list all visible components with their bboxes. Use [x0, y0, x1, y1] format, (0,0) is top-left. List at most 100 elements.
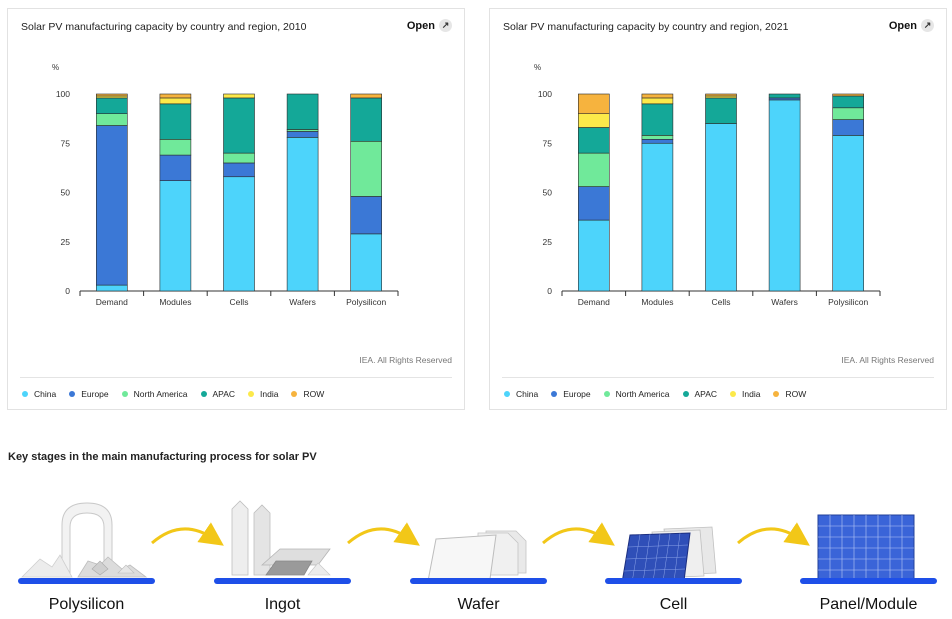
open-button[interactable]: Open ↗: [407, 19, 452, 32]
y-axis-label: %: [534, 63, 541, 72]
legend-item-apac[interactable]: APAC: [200, 389, 236, 399]
legend-swatch: [682, 391, 689, 397]
bar-segment-north-america: [832, 107, 865, 120]
legend-item-north-america[interactable]: North America: [603, 389, 670, 399]
x-tick-label: Demand: [96, 297, 128, 307]
base-bar: [214, 578, 351, 584]
bar-segment-india: [641, 97, 674, 105]
expand-icon: ↗: [921, 19, 934, 32]
legend-swatch: [121, 391, 128, 397]
expand-icon: ↗: [439, 19, 452, 32]
open-label: Open: [888, 19, 917, 32]
open-button[interactable]: Open ↗: [889, 19, 934, 32]
legend-swatch: [291, 391, 298, 397]
bar-segment-north-america: [159, 139, 192, 156]
y-tick-label: 0: [65, 286, 70, 296]
bar-segment-india: [578, 113, 610, 128]
legend-item-north-america[interactable]: North America: [121, 389, 188, 399]
bar-segment-china: [578, 219, 610, 292]
legend-label: North America: [615, 389, 670, 399]
legend-item-india[interactable]: India: [248, 389, 278, 399]
section-title: Key stages in the main manufacturing pro…: [8, 451, 317, 463]
legend: China Europe North America APAC India RO…: [504, 389, 819, 399]
bar-segment-row: [350, 93, 383, 99]
panel-illustration: [800, 514, 937, 584]
y-tick-label: 100: [56, 89, 70, 99]
bar-segment-north-america: [578, 152, 610, 187]
y-tick-label: 0: [547, 286, 552, 296]
x-tick-label: Polysilicon: [828, 297, 868, 307]
legend-item-china[interactable]: China: [504, 389, 538, 399]
process-illustration: [18, 500, 937, 584]
legend-item-row[interactable]: ROW: [291, 389, 324, 399]
legend-label: India: [260, 389, 279, 399]
legend-item-row[interactable]: ROW: [773, 389, 806, 399]
legend-label: ROW: [303, 389, 325, 399]
x-tick-label: Wafers: [289, 297, 316, 307]
chart-title: Solar PV manufacturing capacity by count…: [21, 21, 307, 33]
bar-segment-europe: [159, 154, 192, 181]
bar-segment-row: [641, 93, 674, 99]
base-bar: [18, 578, 155, 584]
legend-item-apac[interactable]: APAC: [682, 389, 718, 399]
legend-item-europe[interactable]: Europe: [69, 389, 109, 399]
bar-segment-china: [159, 180, 192, 292]
bar-segment-row: [96, 93, 128, 97]
bar-segment-india: [223, 93, 255, 99]
bar-segment-china: [96, 284, 128, 292]
y-tick-label: 50: [543, 188, 553, 198]
arrow-icon: [347, 522, 420, 546]
legend-swatch: [504, 391, 510, 397]
legend-item-india[interactable]: India: [730, 389, 760, 399]
bar-segment-apac: [832, 95, 865, 109]
legend: China Europe North America APAC India RO…: [22, 389, 337, 399]
y-tick-label: 100: [538, 89, 552, 99]
bar-segment-north-america: [350, 140, 383, 197]
legend-label: Europe: [81, 389, 109, 399]
x-tick-label: Modules: [159, 297, 191, 307]
process-diagram: Polysilicon Ingot Wafer Cell Panel/Modul…: [0, 495, 952, 619]
base-bar: [605, 578, 742, 584]
bar-segment-europe: [286, 131, 319, 138]
bar-segment-china: [350, 233, 383, 292]
bar-segment-apac: [223, 97, 255, 154]
bar-segment-europe: [96, 125, 128, 286]
bar-segment-apac: [578, 127, 610, 154]
legend-swatch: [200, 391, 207, 397]
legend-item-europe[interactable]: Europe: [551, 389, 591, 399]
bar-segment-europe: [578, 186, 610, 221]
y-tick-label: 50: [61, 188, 71, 198]
chart-card-2010: Solar PV manufacturing capacity by count…: [7, 8, 465, 410]
bar-segment-row: [578, 93, 610, 115]
legend-swatch: [22, 391, 28, 397]
legend-swatch: [730, 391, 737, 397]
legend-label: China: [34, 389, 57, 399]
legend-swatch: [69, 391, 76, 397]
credit-text: IEA. All Rights Reserved: [359, 355, 452, 365]
arrow-icon: [151, 522, 224, 546]
bar-segment-apac: [705, 97, 737, 124]
ingot-illustration: [214, 500, 351, 584]
bar-segment-north-america: [641, 135, 674, 140]
stacked-bar-chart: % 0 25 50 75 100 Demand Modules Cells Wafers Polys…: [52, 63, 399, 307]
y-tick-label: 75: [61, 138, 71, 148]
bar-segment-china: [223, 176, 255, 292]
base-bar: [800, 578, 937, 584]
legend-swatch: [603, 391, 610, 397]
bar-segment-europe: [641, 139, 674, 144]
arrow-icon: [542, 522, 615, 546]
open-label: Open: [406, 19, 435, 32]
legend-label: China: [516, 389, 539, 399]
x-tick-label: Cells: [712, 297, 731, 307]
chart-card-2021: Solar PV manufacturing capacity by count…: [489, 8, 947, 410]
legend-label: ROW: [785, 389, 807, 399]
bar-segment-china: [705, 123, 737, 292]
divider: [20, 377, 452, 378]
legend-label: APAC: [694, 389, 718, 399]
legend-item-china[interactable]: China: [22, 389, 56, 399]
bar-segment-china: [641, 142, 674, 292]
x-tick-label: Polysilicon: [346, 297, 386, 307]
bar-segment-apac: [768, 93, 801, 99]
legend-label: APAC: [212, 389, 236, 399]
x-tick-label: Wafers: [771, 297, 798, 307]
